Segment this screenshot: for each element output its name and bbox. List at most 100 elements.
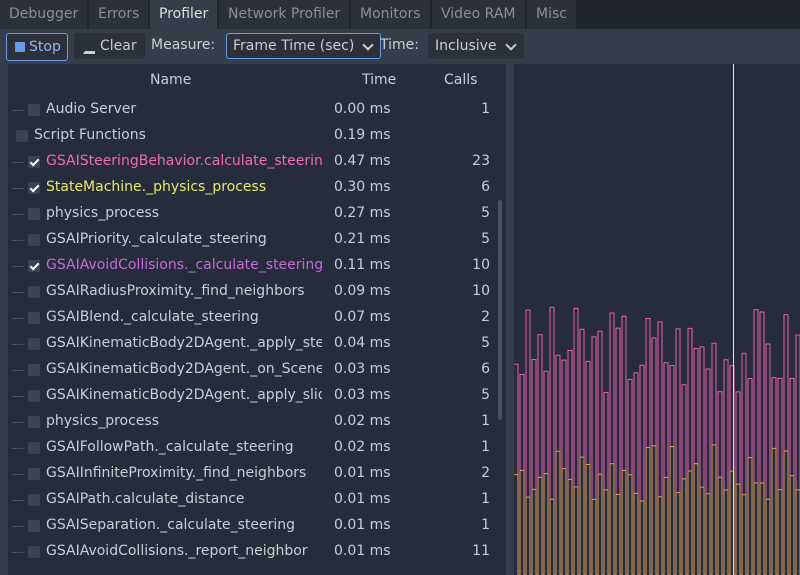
tree-line — [12, 396, 24, 397]
function-name: Script Functions — [34, 127, 322, 143]
function-time: 0.01 ms — [334, 517, 391, 533]
function-calls: 23 — [472, 153, 490, 169]
function-time: 0.19 ms — [334, 127, 391, 143]
checkbox[interactable] — [28, 312, 40, 324]
measure-select[interactable]: Frame Time (sec) — [226, 33, 381, 59]
tree-line — [12, 110, 24, 111]
header-name: Name — [150, 72, 191, 88]
checkbox[interactable] — [28, 338, 40, 350]
tree-line — [12, 448, 24, 449]
function-time: 0.27 ms — [334, 205, 391, 221]
function-name: GSAIInfiniteProximity._find_neighbors — [46, 465, 322, 481]
function-time: 0.07 ms — [334, 309, 391, 325]
stop-icon — [15, 42, 25, 52]
function-time: 0.47 ms — [334, 153, 391, 169]
function-calls: 6 — [481, 361, 490, 377]
checkbox[interactable] — [28, 468, 40, 480]
graph-trace — [514, 307, 800, 575]
tab[interactable]: Monitors — [351, 0, 431, 29]
tree-line — [12, 162, 24, 163]
function-calls: 1 — [481, 517, 490, 533]
checkbox[interactable] — [28, 390, 40, 402]
function-calls: 5 — [481, 231, 490, 247]
tab[interactable]: Profiler — [150, 0, 218, 29]
stop-button[interactable]: Stop — [6, 33, 68, 61]
checkbox[interactable] — [28, 234, 40, 246]
tab[interactable]: Misc — [527, 0, 577, 29]
tab[interactable]: Debugger — [0, 0, 88, 29]
function-name: GSAIKinematicBody2DAgent._apply_slidin — [46, 387, 322, 403]
checkbox[interactable] — [28, 520, 40, 532]
tree-line — [12, 422, 24, 423]
tree-line — [12, 240, 24, 241]
checkbox[interactable] — [28, 442, 40, 454]
function-time: 0.03 ms — [334, 387, 391, 403]
function-name: StateMachine._physics_process — [46, 179, 322, 195]
function-calls: 5 — [481, 205, 490, 221]
function-name: GSAIPriority._calculate_steering — [46, 231, 322, 247]
function-calls: 2 — [481, 465, 490, 481]
function-calls: 1 — [481, 413, 490, 429]
function-name: GSAIPath.calculate_distance — [46, 491, 322, 507]
tab-bar: DebuggerErrorsProfilerNetwork ProfilerMo… — [0, 0, 800, 29]
tab[interactable]: Network Profiler — [219, 0, 350, 29]
function-calls: 11 — [472, 543, 490, 559]
tree-line — [12, 370, 24, 371]
checkbox[interactable] — [28, 182, 40, 194]
tree-line — [12, 318, 24, 319]
checkbox[interactable] — [28, 156, 40, 168]
function-time: 0.09 ms — [334, 283, 391, 299]
function-name: GSAIAvoidCollisions._calculate_steering — [46, 257, 322, 273]
function-time: 0.00 ms — [334, 101, 391, 117]
function-time: 0.30 ms — [334, 179, 391, 195]
tree-line — [12, 292, 24, 293]
function-time: 0.02 ms — [334, 413, 391, 429]
tree-line — [12, 526, 24, 527]
function-calls: 1 — [481, 101, 490, 117]
function-name: GSAIRadiusProximity._find_neighbors — [46, 283, 322, 299]
tab[interactable]: Video RAM — [432, 0, 526, 29]
checkbox[interactable] — [28, 494, 40, 506]
checkbox[interactable] — [28, 546, 40, 558]
function-calls: 1 — [481, 439, 490, 455]
profiler-graph — [514, 64, 800, 575]
profiler-tree: Name Time Calls Audio Server0.00 ms1Scri… — [8, 64, 506, 575]
function-time: 0.01 ms — [334, 491, 391, 507]
function-name: Audio Server — [46, 101, 322, 117]
tree-line — [12, 552, 24, 553]
function-calls: 10 — [472, 283, 490, 299]
checkbox[interactable] — [28, 416, 40, 428]
function-name: GSAIFollowPath._calculate_steering — [46, 439, 322, 455]
tree-line — [12, 344, 24, 345]
graph-svg — [514, 64, 800, 575]
tree-line — [12, 188, 24, 189]
function-name: physics_process — [46, 205, 322, 221]
clear-button[interactable]: Clear — [74, 33, 145, 59]
time-label: Time: — [380, 37, 419, 53]
checkbox[interactable] — [16, 130, 28, 142]
scrollbar[interactable] — [498, 200, 502, 420]
tab[interactable]: Errors — [89, 0, 149, 29]
checkbox[interactable] — [28, 286, 40, 298]
function-name: physics_process — [46, 413, 322, 429]
function-calls: 6 — [481, 179, 490, 195]
graph-trace — [514, 445, 800, 575]
checkbox[interactable] — [28, 364, 40, 376]
time-select[interactable]: Inclusive — [428, 33, 524, 59]
tree-line — [12, 214, 24, 215]
checkbox[interactable] — [28, 260, 40, 272]
function-name: GSAIAvoidCollisions._report_neighbor — [46, 543, 322, 559]
measure-label: Measure: — [151, 37, 215, 53]
checkbox[interactable] — [28, 104, 40, 116]
function-time: 0.04 ms — [334, 335, 391, 351]
tree-line — [12, 500, 24, 501]
function-name: GSAIBlend._calculate_steering — [46, 309, 322, 325]
function-calls: 10 — [472, 257, 490, 273]
header-calls: Calls — [444, 72, 477, 88]
function-time: 0.01 ms — [334, 543, 391, 559]
checkbox[interactable] — [28, 208, 40, 220]
function-time: 0.21 ms — [334, 231, 391, 247]
function-calls: 1 — [481, 491, 490, 507]
tree-line — [12, 474, 24, 475]
